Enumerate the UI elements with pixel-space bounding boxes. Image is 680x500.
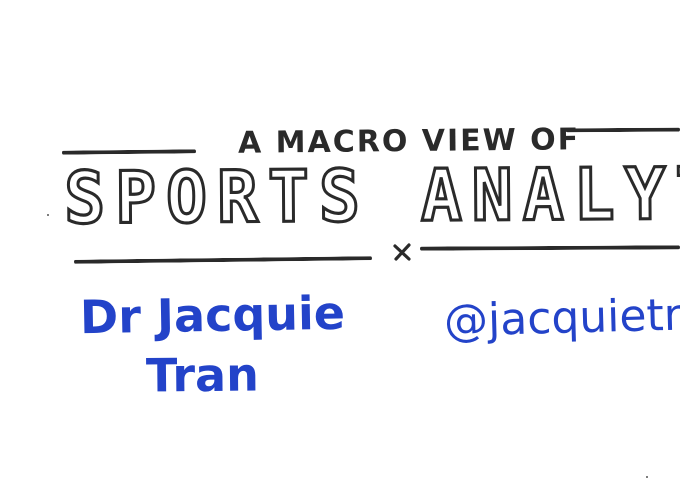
paper-speck: [646, 476, 648, 478]
paper-speck: [47, 214, 49, 216]
author-name-line2: Tran: [145, 347, 260, 403]
social-handle: @jacquietran: [443, 288, 680, 347]
bottom-right-rule: [419, 245, 680, 251]
main-title: SPORTS ANALYTIC: [62, 151, 680, 242]
top-left-rule: [61, 149, 197, 155]
top-right-rule: [565, 127, 680, 133]
author-name-line1: Dr Jacquie: [79, 285, 346, 345]
cross-icon: [393, 243, 411, 261]
bottom-left-rule: [73, 256, 373, 264]
